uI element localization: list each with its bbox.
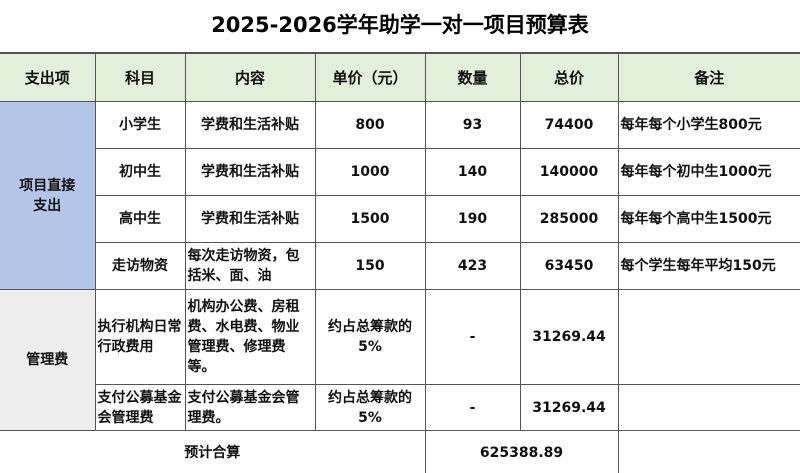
footer-label: 预计合算: [0, 430, 426, 473]
qty-cell: -: [424, 384, 521, 431]
price-cell: 1500: [314, 195, 426, 243]
subject-cell: 高中生: [94, 195, 186, 243]
note-cell: 每年每个高中生1500元: [617, 195, 800, 243]
price-cell: 800: [314, 101, 426, 149]
content-cell: 支付公募基金会管理费。: [184, 384, 316, 431]
total-cell: 63450: [519, 242, 619, 290]
header-cell: 数量: [424, 53, 521, 102]
header-cell: 科目: [94, 53, 186, 102]
qty-cell: -: [424, 289, 521, 385]
content-cell: 学费和生活补贴: [184, 101, 316, 149]
header-cell: 备注: [617, 53, 800, 102]
total-cell: 31269.44: [519, 384, 619, 431]
table-row: 初中生 学费和生活补贴 1000 140 140000 每年每个初中生1000元: [0, 148, 800, 196]
note-cell: 每年每个初中生1000元: [617, 148, 800, 196]
qty-cell: 190: [424, 195, 521, 243]
total-cell: 31269.44: [519, 289, 619, 385]
total-cell: 140000: [519, 148, 619, 196]
note-cell: 每个学生每年平均150元: [617, 242, 800, 290]
footer-note: [617, 430, 800, 473]
category-direct: 项目直接支出: [0, 101, 96, 290]
subject-cell: 执行机构日常行政费用: [94, 289, 186, 385]
qty-cell: 93: [424, 101, 521, 149]
header-cell: 支出项: [0, 53, 96, 102]
price-cell: 1000: [314, 148, 426, 196]
sheet-title: 2025-2026学年助学一对一项目预算表: [0, 0, 800, 53]
table-row: 支付公募基金会管理费 支付公募基金会管理费。 约占总筹款的5% - 31269.…: [0, 384, 800, 431]
subject-cell: 小学生: [94, 101, 186, 149]
total-cell: 74400: [519, 101, 619, 149]
category-management: 管理费: [0, 289, 96, 431]
table-row: 项目直接支出 小学生 学费和生活补贴 800 93 74400 每年每个小学生8…: [0, 101, 800, 290]
header-cell: 内容: [184, 53, 316, 102]
note-cell: 每年每个小学生800元: [617, 101, 800, 149]
header-cell: 单价（元）: [314, 53, 426, 102]
price-cell: 约占总筹款的5%: [314, 289, 426, 385]
header-cell: 总价: [519, 53, 619, 102]
subject-cell: 走访物资: [94, 242, 186, 290]
price-cell: 150: [314, 242, 426, 290]
total-cell: 285000: [519, 195, 619, 243]
content-cell: 机构办公费、房租费、水电费、物业管理费、修理费等。: [184, 289, 316, 385]
table-row: 走访物资 每次走访物资，包括米、面、油 150 423 63450 每个学生每年…: [0, 242, 800, 290]
qty-cell: 140: [424, 148, 521, 196]
price-cell: 约占总筹款的5%: [314, 384, 426, 431]
footer-total: 625388.89: [424, 430, 619, 473]
budget-table: 支出项 科目 内容 单价（元） 数量 总价 备注 项目直接支出 小学生 学费和生…: [0, 53, 800, 473]
content-cell: 每次走访物资，包括米、面、油: [184, 242, 316, 290]
note-cell: [617, 384, 800, 431]
subject-cell: 初中生: [94, 148, 186, 196]
subject-cell: 支付公募基金会管理费: [94, 384, 186, 431]
header-row: 支出项 科目 内容 单价（元） 数量 总价 备注: [0, 53, 800, 102]
content-cell: 学费和生活补贴: [184, 148, 316, 196]
footer-row: 预计合算 625388.89: [0, 430, 800, 473]
content-cell: 学费和生活补贴: [184, 195, 316, 243]
note-cell: [617, 289, 800, 385]
table-row: 管理费 执行机构日常行政费用 机构办公费、房租费、水电费、物业管理费、修理费等。…: [0, 289, 800, 431]
table-row: 高中生 学费和生活补贴 1500 190 285000 每年每个高中生1500元: [0, 195, 800, 243]
qty-cell: 423: [424, 242, 521, 290]
